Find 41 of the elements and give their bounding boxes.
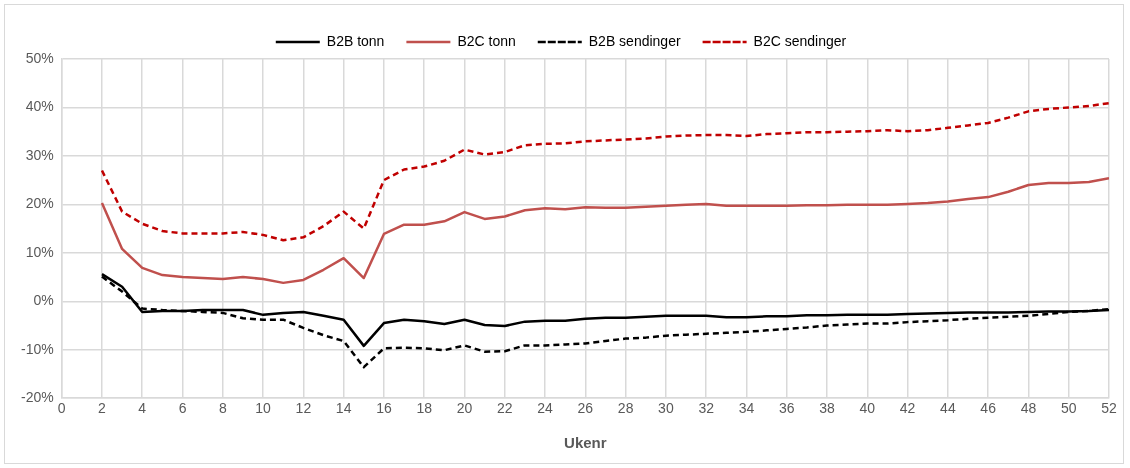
x-tick-label: 20 xyxy=(456,400,473,417)
x-tick-label: 42 xyxy=(899,400,916,417)
x-tick-label: 30 xyxy=(658,400,674,417)
legend-label: B2B tonn xyxy=(326,32,385,49)
x-tick-label: 18 xyxy=(416,400,433,417)
x-tick-label: 0 xyxy=(57,400,66,417)
x-axis-title: Ukenr xyxy=(564,434,607,452)
y-tick-label: 10% xyxy=(25,243,54,260)
x-tick-label: 6 xyxy=(178,400,187,417)
x-tick-label: 50 xyxy=(1060,400,1077,417)
x-tick-label: 16 xyxy=(376,400,392,417)
x-tick-label: 14 xyxy=(335,400,352,417)
legend-label: B2C tonn xyxy=(457,32,516,49)
legend-label: B2C sendinger xyxy=(753,32,847,49)
x-tick-label: 40 xyxy=(859,400,876,417)
x-tick-label: 24 xyxy=(537,400,554,417)
legend-label: B2B sendinger xyxy=(588,32,681,49)
y-tick-label: 0% xyxy=(33,292,54,309)
x-tick-label: 38 xyxy=(819,400,836,417)
x-tick-label: 12 xyxy=(295,400,312,417)
x-tick-label: 28 xyxy=(617,400,634,417)
x-tick-label: 46 xyxy=(980,400,997,417)
y-tick-label: 20% xyxy=(25,195,54,212)
x-tick-label: 48 xyxy=(1020,400,1037,417)
x-tick-label: 32 xyxy=(698,400,715,417)
x-tick-label: 8 xyxy=(218,400,227,417)
x-tick-label: 10 xyxy=(255,400,272,417)
y-tick-label: -10% xyxy=(21,340,54,357)
x-tick-label: 4 xyxy=(138,400,147,417)
y-tick-label: 40% xyxy=(25,98,54,115)
x-tick-label: 26 xyxy=(577,400,594,417)
x-tick-label: 52 xyxy=(1101,400,1117,417)
y-tick-label: -20% xyxy=(21,389,54,406)
x-tick-label: 44 xyxy=(940,400,956,417)
y-tick-label: 30% xyxy=(25,146,54,163)
x-tick-label: 36 xyxy=(778,400,795,417)
x-tick-label: 34 xyxy=(738,400,755,417)
line-series xyxy=(100,101,1109,242)
x-tick-label: 2 xyxy=(98,400,107,417)
x-tick-label: 22 xyxy=(496,400,513,417)
y-tick-label: 50% xyxy=(25,49,54,66)
